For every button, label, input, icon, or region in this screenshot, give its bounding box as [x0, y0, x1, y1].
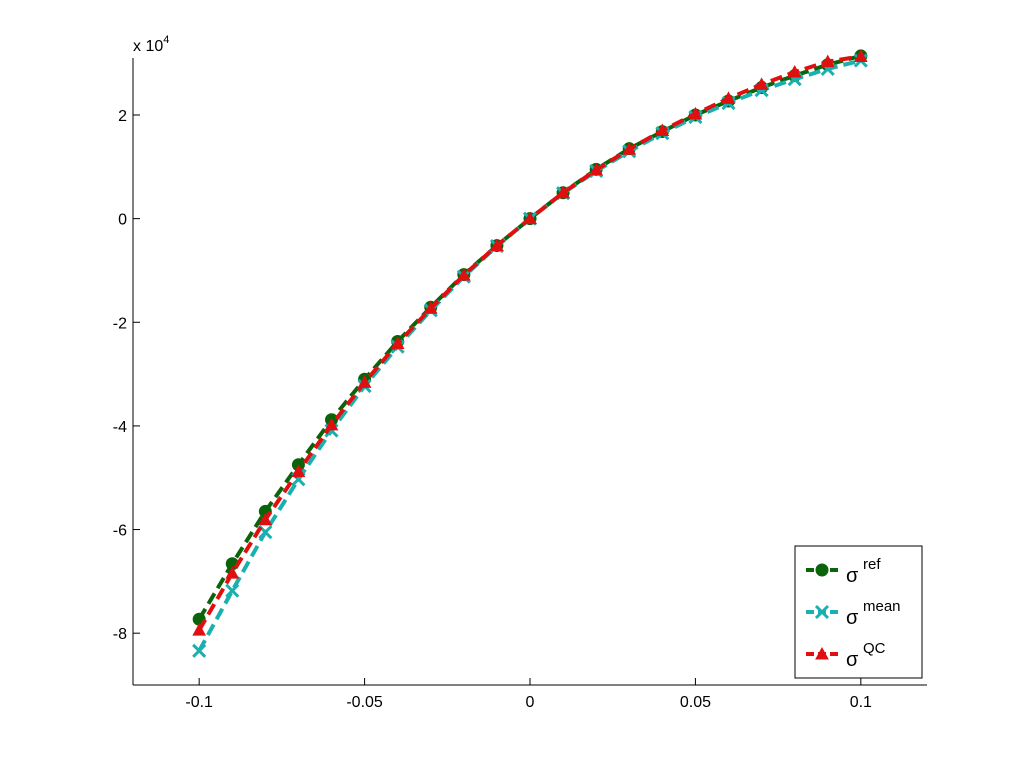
y-tick-label: -2 [113, 315, 127, 332]
x-tick-label: 0.05 [680, 694, 711, 711]
y-multiplier-exponent: 4 [163, 34, 169, 46]
legend-label-QC: σ [846, 649, 859, 671]
x-tick-label: 0 [526, 694, 535, 711]
data-point-QC [853, 49, 868, 62]
series-layer [192, 49, 868, 658]
data-point-QC [556, 185, 570, 199]
data-point-QC [390, 336, 405, 350]
y-tick-label: 2 [118, 108, 127, 125]
y-multiplier-label: x 104 [133, 34, 169, 55]
x-tick-label: 0.1 [850, 694, 872, 711]
y-multiplier-base: x 10 [133, 38, 163, 55]
data-point-QC [622, 142, 637, 155]
legend-label-ref: σ [846, 565, 859, 587]
data-point-QC [721, 91, 736, 104]
y-tick-label: 0 [118, 212, 127, 229]
legend-marker-mean [814, 604, 830, 620]
series-QC [192, 49, 868, 636]
y-tick-label: -6 [113, 523, 127, 540]
legend-label-mean: σ [846, 607, 859, 629]
y-tick-label: -4 [113, 419, 127, 436]
data-point-QC [523, 211, 537, 225]
data-point-QC [589, 162, 604, 176]
data-point-QC [787, 64, 802, 78]
data-point-QC [820, 54, 835, 68]
legend-label-sup-ref: ref [863, 556, 881, 573]
legend-label-sup-QC: QC [863, 640, 886, 657]
x-tick-label: -0.1 [185, 694, 213, 711]
legend-marker-QC [815, 646, 829, 660]
legend-box [794, 545, 923, 679]
x-tick-label: -0.05 [346, 694, 383, 711]
data-point-QC [688, 106, 703, 120]
data-point-QC [423, 301, 438, 314]
data-point-mean [192, 643, 207, 658]
data-point-QC [357, 375, 372, 388]
data-point-QC [258, 512, 273, 526]
data-point-QC [225, 566, 240, 579]
data-point-QC [291, 464, 306, 478]
data-point-mean [225, 583, 240, 598]
data-point-QC [456, 268, 471, 281]
legend-marker-ref [815, 563, 829, 577]
data-point-QC [490, 238, 504, 252]
legend-label-sup-mean: mean [863, 598, 901, 615]
data-point-QC [655, 123, 670, 137]
legend-item-QC: σQC [806, 640, 886, 671]
data-point-QC [192, 623, 207, 636]
axis-ticks: -0.1 -0.05 0 0.05 0.1 -8 -6 -4 -2 0 2 [113, 108, 872, 711]
data-point-QC [324, 417, 339, 431]
data-point-QC [754, 77, 769, 90]
y-tick-label: -8 [113, 626, 127, 643]
